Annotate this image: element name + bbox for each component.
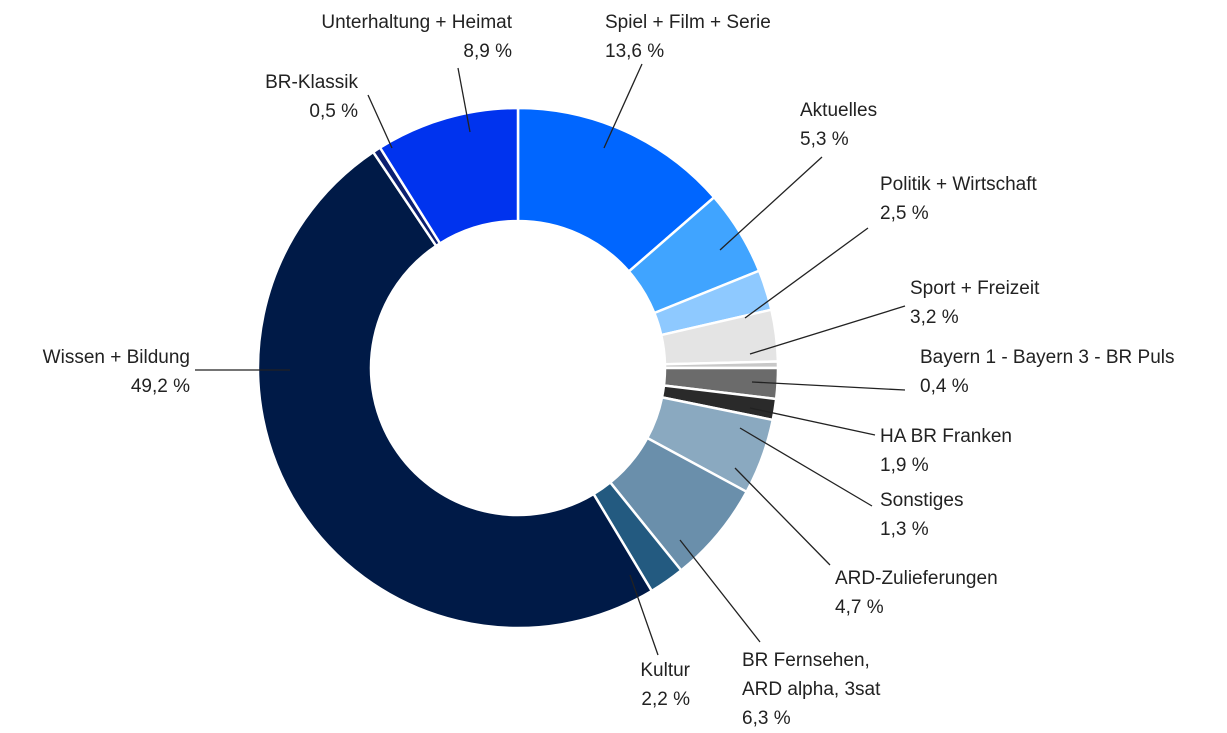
- leader-line: [629, 574, 659, 656]
- leader-line: [744, 227, 869, 319]
- category-name: Wissen + Bildung: [42, 347, 190, 368]
- segment-label: Sonstiges 1,3 %: [880, 486, 963, 544]
- leader-line: [749, 305, 906, 355]
- segment-label: Kultur 2,2 %: [640, 656, 690, 714]
- category-name: Sport + Freizeit: [910, 278, 1040, 299]
- category-name: BR-Klassik: [265, 72, 358, 93]
- segment-label: HA BR Franken 1,9 %: [880, 422, 1012, 480]
- donut-segment: [256, 150, 654, 630]
- segment-label: ARD-Zulieferungen 4,7 %: [835, 564, 998, 622]
- category-name: ARD-Zulieferungen: [835, 568, 998, 589]
- category-name: Spiel + Film + Serie: [605, 12, 771, 33]
- value-label: 1,3 %: [880, 519, 929, 540]
- category-name: BR Fernsehen, ARD alpha, 3sat: [742, 650, 881, 700]
- category-name: Sonstiges: [880, 490, 964, 511]
- value-label: 4,7 %: [835, 597, 884, 618]
- segment-label: Unterhaltung + Heimat 8,9 %: [321, 8, 512, 66]
- leader-line: [749, 407, 876, 436]
- value-label: 2,2 %: [641, 689, 690, 710]
- leader-line: [457, 67, 471, 133]
- value-label: 6,3 %: [742, 708, 791, 729]
- segment-label: Bayern 1 - Bayern 3 - BR Puls 0,4 %: [920, 343, 1175, 401]
- leader-line: [367, 94, 393, 149]
- segment-label: BR-Klassik 0,5 %: [265, 68, 358, 126]
- leader-line: [719, 156, 823, 251]
- category-name: HA BR Franken: [880, 426, 1012, 447]
- category-name: Kultur: [640, 660, 690, 681]
- value-label: 49,2 %: [130, 376, 190, 397]
- segment-label: Aktuelles 5,3 %: [800, 96, 877, 154]
- leader-line: [734, 467, 831, 566]
- category-name: Aktuelles: [800, 100, 878, 121]
- category-name: Bayern 1 - Bayern 3 - BR Puls: [920, 347, 1175, 368]
- category-name: Unterhaltung + Heimat: [321, 12, 512, 33]
- value-label: 3,2 %: [910, 307, 959, 328]
- segment-label: Sport + Freizeit 3,2 %: [910, 274, 1039, 332]
- leader-line: [739, 427, 873, 507]
- segment-label: Politik + Wirtschaft 2,5 %: [880, 170, 1037, 228]
- value-label: 2,5 %: [880, 203, 929, 224]
- leader-line: [679, 539, 761, 643]
- segment-label: Spiel + Film + Serie 13,6 %: [605, 8, 771, 66]
- value-label: 8,9 %: [463, 41, 512, 62]
- value-label: 5,3 %: [800, 129, 849, 150]
- value-label: 0,5 %: [309, 101, 358, 122]
- segment-label: BR Fernsehen, ARD alpha, 3sat 6,3 %: [742, 646, 892, 733]
- value-label: 1,9 %: [880, 455, 929, 476]
- value-label: 0,4 %: [920, 376, 969, 397]
- leader-line: [751, 381, 906, 391]
- donut-segment: [378, 106, 520, 246]
- leader-line: [603, 63, 643, 149]
- segment-label: Wissen + Bildung 49,2 %: [43, 343, 190, 401]
- value-label: 13,6 %: [605, 41, 665, 62]
- category-name: Politik + Wirtschaft: [880, 174, 1037, 195]
